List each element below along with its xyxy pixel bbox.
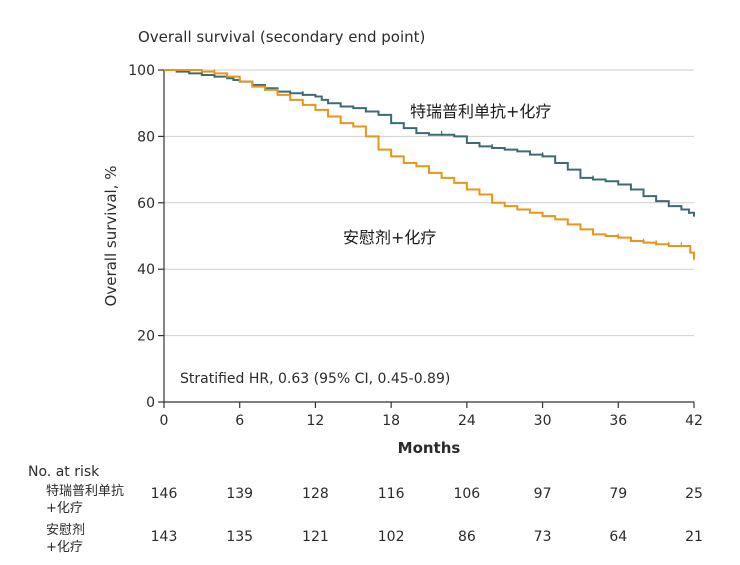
hazard-ratio-annotation: Stratified HR, 0.63 (95% CI, 0.45-0.89) <box>180 371 450 387</box>
risk-value-0-6: 79 <box>609 486 627 502</box>
series-label-placebo: 安慰剂+化疗 <box>343 228 436 247</box>
x-tick-label-1: 6 <box>235 413 244 429</box>
x-tick-label-3: 18 <box>382 413 400 429</box>
y-tick-label-0: 0 <box>146 395 155 411</box>
risk-value-1-0: 143 <box>151 529 178 545</box>
y-tick-label-2: 40 <box>137 262 155 278</box>
risk-row-label-0-line1: 特瑞普利单抗 <box>46 484 124 499</box>
y-ticks: 0 20 40 60 80 100 <box>128 63 164 411</box>
gridlines <box>164 69 694 337</box>
risk-value-0-5: 97 <box>534 486 552 502</box>
axes <box>163 70 694 403</box>
risk-row-label-1-line1: 安慰剂 <box>46 523 85 538</box>
x-tick-label-6: 36 <box>609 413 627 429</box>
risk-value-0-3: 116 <box>378 486 405 502</box>
y-axis-label: Overall survival, % <box>102 166 120 307</box>
x-axis-label: Months <box>398 439 461 457</box>
y-tick-label-1: 20 <box>137 329 155 345</box>
risk-value-1-2: 121 <box>302 529 329 545</box>
risk-table: 特瑞普利单抗 +化疗 146 139 128 116 106 97 79 25 安慰剂 +化疗 143 1… <box>46 484 703 555</box>
risk-table-header: No. at risk <box>28 464 100 480</box>
series <box>164 69 695 261</box>
risk-value-0-1: 139 <box>226 486 253 502</box>
risk-value-1-1: 135 <box>226 529 253 545</box>
risk-value-1-3: 102 <box>378 529 405 545</box>
y-tick-label-3: 60 <box>137 196 155 212</box>
risk-value-0-7: 25 <box>685 486 703 502</box>
risk-value-0-2: 128 <box>302 486 329 502</box>
chart-title: Overall survival (secondary end point) <box>138 28 425 46</box>
risk-value-1-7: 21 <box>685 529 703 545</box>
risk-value-1-4: 86 <box>458 529 476 545</box>
x-tick-label-2: 12 <box>307 413 325 429</box>
y-tick-label-4: 80 <box>137 129 155 145</box>
risk-value-0-0: 146 <box>151 486 178 502</box>
y-tick-label-5: 100 <box>128 63 155 79</box>
x-tick-label-0: 0 <box>160 413 169 429</box>
risk-value-1-6: 64 <box>609 529 627 545</box>
series-line-0 <box>164 69 695 217</box>
x-tick-label-4: 24 <box>458 413 476 429</box>
risk-row-label-1-line2: +化疗 <box>46 540 83 555</box>
series-label-toripalimab: 特瑞普利单抗+化疗 <box>410 102 551 121</box>
x-tick-label-5: 30 <box>534 413 552 429</box>
risk-value-0-4: 106 <box>453 486 480 502</box>
risk-value-1-5: 73 <box>534 529 552 545</box>
x-tick-label-7: 42 <box>685 413 703 429</box>
risk-row-label-0-line2: +化疗 <box>46 501 83 516</box>
x-ticks: 0 6 12 18 24 30 36 42 <box>160 402 703 429</box>
